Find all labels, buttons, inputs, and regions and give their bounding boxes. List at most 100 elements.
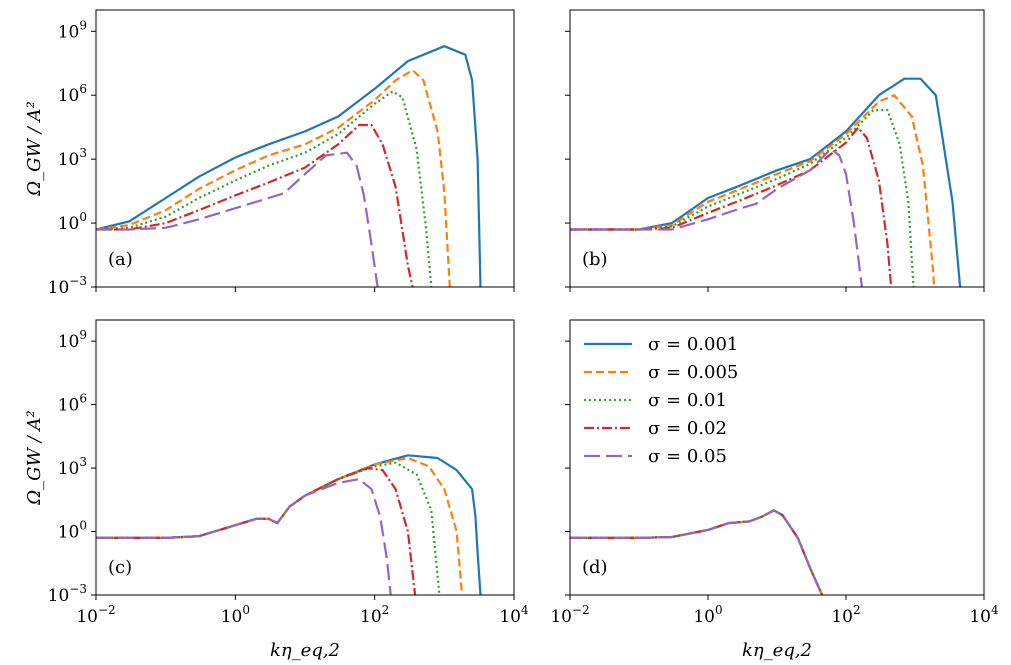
series-line-4 (570, 126, 893, 287)
legend-item: σ = 0.02 (584, 418, 727, 439)
y-axis-label: Ω_GW / A² (24, 410, 45, 506)
series-line-4 (96, 123, 414, 287)
series-lines (570, 77, 962, 287)
y-tick-label-base: 10 (58, 459, 80, 479)
x-tick-label: 100 (221, 603, 250, 627)
y-tick-label: 109 (58, 328, 87, 352)
x-tick-label: 102 (831, 603, 860, 627)
x-tick-label: 100 (693, 603, 722, 627)
series-line-3 (570, 109, 915, 287)
series-line-2 (570, 94, 936, 287)
legend-label: σ = 0.02 (648, 418, 727, 439)
y-tick-label-base: 10 (58, 523, 80, 543)
y-tick-label-base: 10 (58, 22, 80, 42)
series-lines (96, 45, 482, 287)
x-tick-label-exp: 4 (991, 603, 999, 617)
axes-frame (569, 319, 985, 596)
x-tick-label-base: 10 (76, 607, 98, 627)
x-tick-label-exp: −2 (572, 603, 590, 617)
y-tick-label-exp: 0 (79, 210, 87, 224)
x-tick-label-base: 10 (550, 607, 572, 627)
x-tick-label-exp: 2 (853, 603, 861, 617)
legend-label: σ = 0.05 (648, 446, 727, 467)
series-line-5 (570, 147, 863, 287)
y-tick-label-exp: 3 (79, 455, 87, 469)
y-tick-label: 100 (58, 210, 87, 234)
y-tick-label-exp: 6 (79, 392, 87, 406)
y-tick-label-base: 10 (58, 332, 80, 352)
y-tick-label-exp: 9 (79, 328, 87, 342)
legend-item: σ = 0.01 (584, 390, 727, 411)
series-line-2 (96, 456, 464, 595)
x-tick-label-exp: 4 (521, 603, 529, 617)
series-line-3 (96, 90, 433, 287)
legend: σ = 0.001 σ = 0.005 σ = 0.01 σ = 0.02 σ = 0.… (584, 334, 738, 467)
y-tick-label-exp: −3 (69, 274, 87, 288)
series-line-2 (570, 509, 824, 595)
y-tick-label-base: 10 (58, 150, 80, 170)
y-tick-label-exp: 6 (79, 82, 87, 96)
y-tick-label: 106 (58, 82, 87, 106)
x-tick-label-base: 10 (831, 607, 853, 627)
legend-label: σ = 0.001 (648, 334, 738, 355)
y-tick-label: 103 (58, 146, 87, 170)
legend-label: σ = 0.01 (648, 390, 727, 411)
series-line-1 (570, 509, 824, 595)
y-tick-label-base: 10 (58, 396, 80, 416)
axes-frame (95, 319, 515, 596)
axes-frame (95, 9, 515, 288)
panel-b: (b) (565, 9, 985, 292)
x-tick-label: 104 (499, 603, 529, 627)
legend-item: σ = 0.001 (584, 334, 738, 355)
panel-label: (a) (108, 249, 133, 270)
y-tick-label-base: 10 (58, 86, 80, 106)
x-axis-label: kη_eq,2 (270, 640, 340, 661)
y-tick-label-base: 10 (48, 586, 70, 606)
y-tick-label-exp: −3 (69, 582, 87, 596)
panel-d: 10−2 100 102 104(d)kη_eq,2 (550, 319, 999, 661)
y-tick-label-exp: 0 (79, 519, 87, 533)
legend-item: σ = 0.05 (584, 446, 727, 467)
panel-label: (b) (582, 249, 608, 270)
series-line-5 (570, 509, 824, 595)
series-line-5 (96, 151, 379, 287)
x-axis-label: kη_eq,2 (742, 640, 812, 661)
x-tick-label: 10−2 (76, 603, 115, 627)
series-line-3 (570, 509, 824, 595)
series-line-1 (96, 45, 482, 287)
series-line-4 (96, 467, 417, 595)
axes-frame (569, 9, 985, 288)
series-line-2 (96, 69, 451, 287)
x-tick-label: 102 (360, 603, 389, 627)
x-tick-label-base: 10 (969, 607, 991, 627)
y-tick-label: 103 (58, 455, 87, 479)
legend-item: σ = 0.005 (584, 362, 738, 383)
x-tick-label-base: 10 (499, 607, 521, 627)
x-tick-label: 104 (969, 603, 999, 627)
x-tick-label-base: 10 (360, 607, 382, 627)
x-tick-label-base: 10 (221, 607, 243, 627)
series-line-1 (96, 454, 482, 595)
y-tick-label: 100 (58, 519, 87, 543)
y-tick-label: 10−3 (48, 582, 87, 606)
series-lines (96, 454, 482, 595)
panel-label: (c) (108, 557, 132, 578)
series-lines (570, 509, 824, 595)
y-tick-label-base: 10 (58, 214, 80, 234)
series-line-5 (96, 478, 392, 595)
y-tick-label-exp: 9 (79, 18, 87, 32)
y-axis-label: Ω_GW / A² (24, 101, 45, 197)
series-line-4 (570, 509, 824, 595)
x-tick-label-exp: 0 (242, 603, 250, 617)
y-tick-label: 106 (58, 392, 87, 416)
y-tick-label-base: 10 (48, 278, 70, 298)
y-tick-label: 109 (58, 18, 87, 42)
x-tick-label-base: 10 (693, 607, 715, 627)
y-tick-label: 10−3 (48, 274, 87, 298)
y-tick-label-exp: 3 (79, 146, 87, 160)
legend-label: σ = 0.005 (648, 362, 738, 383)
